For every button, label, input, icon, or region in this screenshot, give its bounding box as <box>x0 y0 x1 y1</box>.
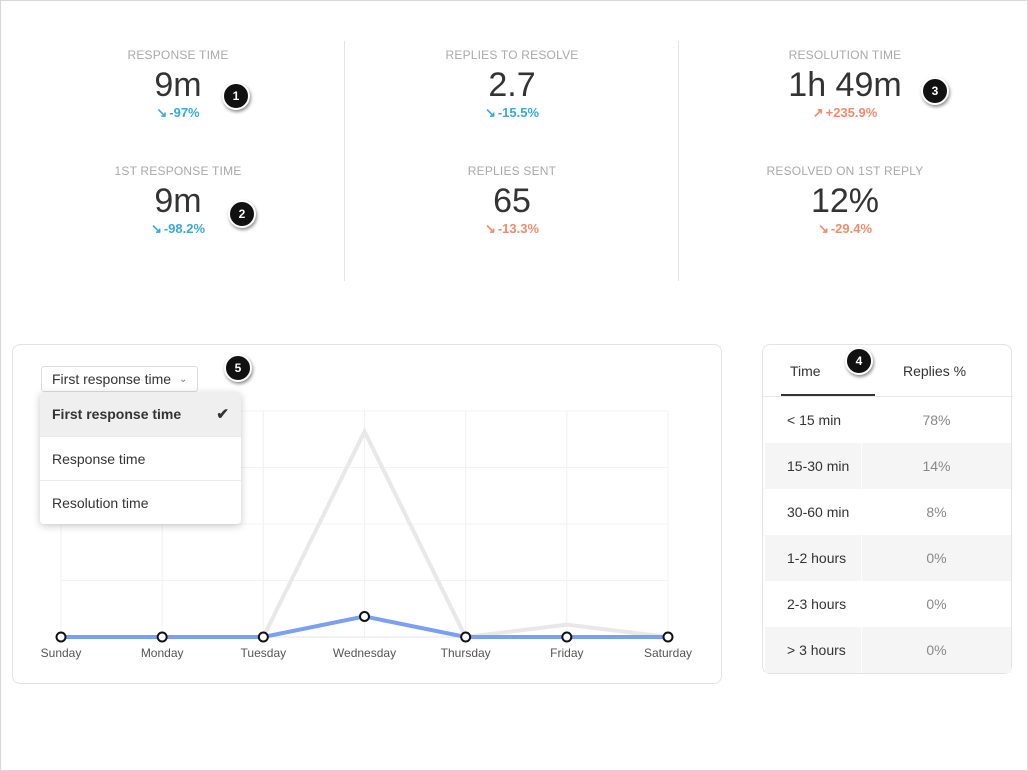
metric-label: RESOLUTION TIME <box>788 48 902 62</box>
chevron-down-icon: ⌄ <box>179 373 188 385</box>
table-row: 30-60 min 8% <box>765 489 1011 535</box>
data-point <box>257 631 269 643</box>
metric-response-time: RESPONSE TIME 9m ↘ -97% <box>28 48 328 121</box>
metric-delta: ↘ -13.3% <box>484 221 540 236</box>
chart-card: Sunday Monday Tuesday Wednesday Thursday Frid… <box>12 344 722 684</box>
metric-dropdown-menu: First response time ✔ Response time Reso… <box>40 392 241 524</box>
table-row: 2-3 hours 0% <box>765 581 1011 627</box>
metric-resolved-first-reply: RESOLVED ON 1ST REPLY 12% ↘ -29.4% <box>695 164 995 237</box>
metric-value: 9m <box>154 66 202 104</box>
checkmark-icon: ✔ <box>216 406 229 423</box>
data-point <box>662 631 674 643</box>
callout-badge-5: 5 <box>224 354 252 382</box>
metric-label: RESPONSE TIME <box>127 48 229 62</box>
trend-down-icon: ↘ <box>484 221 496 236</box>
metric-delta: ↘ -98.2% <box>150 221 206 236</box>
column-divider <box>678 41 679 281</box>
data-point <box>561 631 573 643</box>
metric-replies-sent: REPLIES SENT 65 ↘ -13.3% <box>362 164 662 237</box>
metric-value: 2.7 <box>488 66 536 104</box>
tab-time[interactable]: Time <box>790 363 821 379</box>
x-tick-label: Tuesday <box>241 646 287 660</box>
trend-down-icon: ↘ <box>484 105 496 120</box>
x-tick-label: Friday <box>550 646 583 660</box>
x-tick-label: Saturday <box>644 646 692 660</box>
dropdown-option-first-response-time[interactable]: First response time ✔ <box>40 392 241 436</box>
data-point <box>460 631 472 643</box>
table-row: 15-30 min 14% <box>765 443 1011 489</box>
metric-label: REPLIES TO RESOLVE <box>445 48 579 62</box>
metric-delta: ↘ -15.5% <box>484 105 540 120</box>
metric-select-value: First response time <box>52 371 172 387</box>
tab-replies-percent[interactable]: Replies % <box>903 363 967 379</box>
table-tabs: Time Replies % <box>763 345 1013 397</box>
metric-delta: ↘ -97% <box>156 105 200 120</box>
table-row: < 15 min 78% <box>765 397 1011 443</box>
callout-badge-1: 1 <box>222 82 250 110</box>
data-point <box>156 631 168 643</box>
trend-down-icon: ↘ <box>817 221 829 236</box>
callout-badge-3: 3 <box>921 77 949 105</box>
x-tick-label: Sunday <box>41 646 82 660</box>
column-divider <box>344 41 345 281</box>
trend-down-icon: ↘ <box>156 105 168 120</box>
metric-select[interactable]: First response time ⌄ <box>41 366 199 392</box>
x-tick-label: Wednesday <box>333 646 396 660</box>
metric-delta: ↗ +235.9% <box>812 105 878 120</box>
metric-value: 1h 49m <box>788 66 902 104</box>
data-point <box>55 631 67 643</box>
metric-resolution-time: RESOLUTION TIME 1h 49m ↗ +235.9% <box>695 48 995 121</box>
x-tick-label: Thursday <box>441 646 491 660</box>
active-tab-indicator <box>781 394 875 396</box>
metric-first-response-time: 1ST RESPONSE TIME 9m ↘ -98.2% <box>28 164 328 237</box>
metric-label: RESOLVED ON 1ST REPLY <box>766 164 924 178</box>
line-chart: Sunday Monday Tuesday Wednesday Thursday Frid… <box>41 410 692 660</box>
data-point <box>359 610 370 622</box>
metric-value: 12% <box>810 182 880 220</box>
dropdown-option-resolution-time[interactable]: Resolution time <box>40 480 241 524</box>
reply-time-table-card: Time Replies % 4 < 15 min 78% 15-30 min … <box>762 344 1013 674</box>
x-tick-label: Monday <box>141 646 184 660</box>
table-row: 1-2 hours 0% <box>765 535 1011 581</box>
callout-badge-4: 4 <box>845 347 873 375</box>
trend-down-icon: ↘ <box>150 221 162 236</box>
metric-delta: ↘ -29.4% <box>817 221 873 236</box>
metric-replies-to-resolve: REPLIES TO RESOLVE 2.7 ↘ -15.5% <box>362 48 662 121</box>
metric-label: REPLIES SENT <box>467 164 557 178</box>
metric-value: 65 <box>493 182 531 220</box>
metric-value: 9m <box>154 182 202 220</box>
dropdown-option-response-time[interactable]: Response time <box>40 436 241 480</box>
table-row: > 3 hours 0% <box>765 627 1011 673</box>
metric-label: 1ST RESPONSE TIME <box>114 164 242 178</box>
trend-up-icon: ↗ <box>812 105 824 120</box>
callout-badge-2: 2 <box>228 200 256 228</box>
